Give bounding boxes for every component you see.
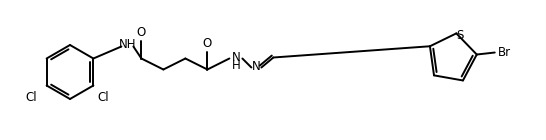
Text: NH: NH: [118, 38, 136, 51]
Text: S: S: [456, 29, 464, 42]
Text: N: N: [232, 51, 241, 64]
Text: Br: Br: [498, 46, 511, 59]
Text: Cl: Cl: [26, 91, 38, 104]
Text: N: N: [252, 60, 261, 73]
Text: O: O: [136, 26, 146, 39]
Text: O: O: [203, 37, 212, 50]
Text: H: H: [232, 59, 241, 72]
Text: Cl: Cl: [98, 91, 109, 104]
